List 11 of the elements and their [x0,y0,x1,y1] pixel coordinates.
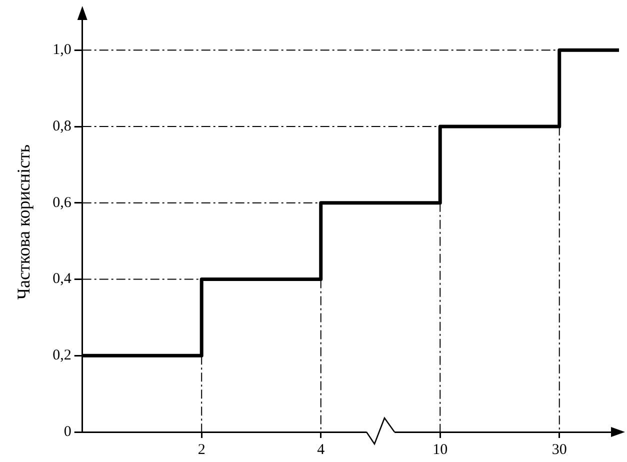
y-tick-label: 0,2 [52,348,72,364]
y-tick-label: 0,4 [52,271,72,288]
x-tick-label: 30 [552,442,567,458]
y-axis-title: Часткова корисність [14,144,34,300]
y-tick-label: 0,6 [52,194,72,211]
y-tick-label: 0 [64,424,72,440]
x-tick-label: 2 [198,442,206,458]
y-tick-label: 1,0 [52,42,72,58]
x-tick-label: 4 [317,442,326,458]
y-tick-label: 0,8 [52,118,72,134]
x-tick-label: 10 [432,442,448,458]
